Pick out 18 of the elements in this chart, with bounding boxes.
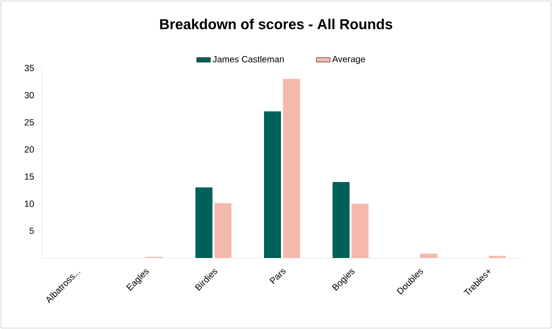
y-tick-label: 25: [24, 119, 34, 126]
y-tick-label: 5: [30, 228, 34, 234]
y-tick-label: 35: [24, 64, 34, 72]
bar: [214, 203, 232, 258]
x-tick-label: Pars: [269, 269, 286, 284]
y-tick-label: 20: [24, 146, 34, 153]
y-tick-label: 10: [24, 200, 34, 207]
bar: [420, 254, 438, 258]
bar: [282, 78, 300, 258]
legend-label: James Castleman: [212, 56, 284, 62]
bar: [352, 204, 369, 258]
y-tick-label: 30: [24, 92, 34, 98]
y-tick-label: 15: [24, 173, 34, 180]
bar: [195, 187, 212, 258]
legend-label: Average: [332, 56, 366, 64]
bar: [264, 111, 282, 258]
bar: [332, 182, 350, 258]
chart-title: Breakdown of scores - All Rounds: [160, 18, 392, 30]
